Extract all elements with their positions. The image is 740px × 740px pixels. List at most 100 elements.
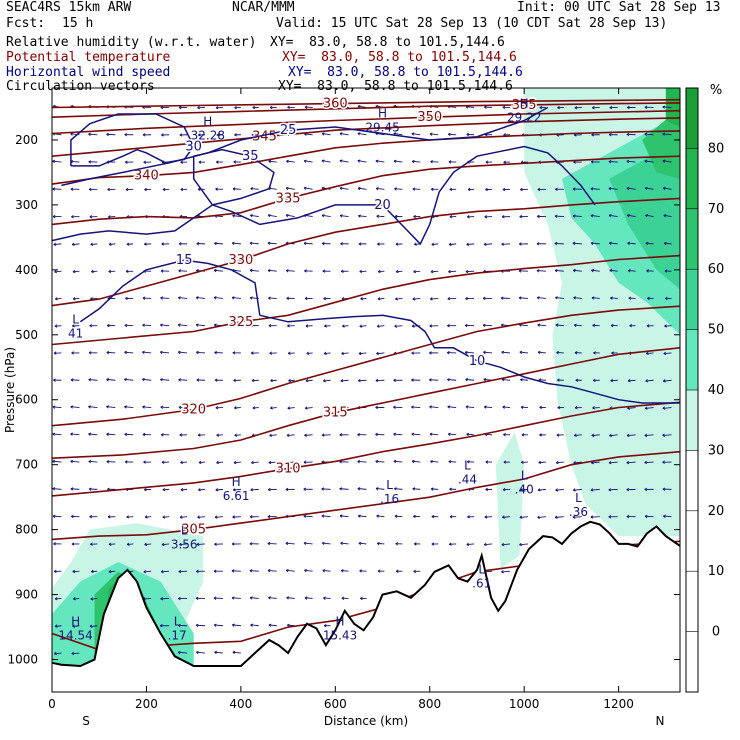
vector-head bbox=[321, 541, 325, 545]
circulation-vector bbox=[303, 515, 313, 518]
vector-head bbox=[375, 187, 379, 191]
vector-head bbox=[572, 241, 576, 246]
vector-head bbox=[501, 215, 505, 219]
vector-head bbox=[609, 433, 612, 438]
vector-head bbox=[195, 596, 199, 601]
colorbar: 0 10 20 30 40 50 60 70 80 bbox=[685, 87, 725, 693]
vector-head bbox=[430, 459, 433, 464]
circulation-vector bbox=[591, 297, 600, 299]
vector-head bbox=[393, 432, 396, 436]
vector-head bbox=[537, 214, 540, 219]
vector-head bbox=[90, 242, 94, 246]
vector-head bbox=[106, 132, 109, 137]
vector-head bbox=[252, 406, 256, 410]
circulation-vector bbox=[608, 187, 618, 190]
circulation-vector bbox=[412, 297, 421, 300]
circulation-vector bbox=[609, 242, 618, 245]
vector-head bbox=[71, 651, 75, 656]
vector-head bbox=[286, 433, 290, 437]
vector-head bbox=[664, 296, 668, 301]
vector-head bbox=[178, 242, 182, 246]
vector-head bbox=[234, 406, 237, 410]
vector-head bbox=[610, 378, 614, 383]
vector-head bbox=[72, 324, 75, 328]
vector-head bbox=[662, 406, 666, 410]
vector-head bbox=[197, 433, 201, 437]
circulation-vector bbox=[341, 352, 349, 355]
circulation-vector bbox=[536, 270, 546, 272]
colorbar-band bbox=[686, 208, 698, 270]
vector-head bbox=[267, 541, 271, 546]
circulation-vector bbox=[127, 543, 134, 545]
vector-head bbox=[303, 159, 307, 163]
circulation-vector bbox=[573, 488, 582, 491]
vector-head bbox=[394, 214, 398, 219]
circulation-vector bbox=[286, 270, 295, 272]
circulation-vector bbox=[663, 379, 672, 382]
vector-head bbox=[591, 296, 595, 300]
vector-head bbox=[106, 432, 110, 436]
vector-head bbox=[305, 379, 309, 383]
circulation-vector bbox=[270, 407, 277, 409]
vector-head bbox=[232, 323, 235, 327]
vector-head bbox=[448, 460, 452, 464]
circulation-vector bbox=[573, 461, 582, 464]
colorbar-label: 40 bbox=[708, 383, 725, 398]
vector-head bbox=[376, 351, 379, 356]
vector-head bbox=[431, 242, 435, 246]
vector-head bbox=[466, 132, 470, 137]
circulation-vector bbox=[91, 270, 98, 273]
vector-head bbox=[198, 488, 201, 492]
vector-head bbox=[198, 460, 202, 465]
circulation-vector bbox=[341, 570, 349, 572]
circulation-vector bbox=[145, 516, 152, 518]
circulation-vector bbox=[501, 543, 511, 546]
vector-head bbox=[213, 268, 217, 273]
circulation-vector bbox=[54, 652, 62, 655]
vector-head bbox=[414, 242, 417, 246]
colorbar-band bbox=[686, 390, 698, 451]
circulation-vector bbox=[357, 488, 367, 490]
colorbar-label: 50 bbox=[708, 323, 725, 338]
vector-head bbox=[411, 324, 415, 328]
vector-head bbox=[324, 324, 327, 328]
vector-head bbox=[249, 596, 253, 600]
vector-head bbox=[214, 515, 218, 519]
vector-head bbox=[249, 296, 253, 300]
vector-head bbox=[539, 405, 542, 410]
vector-head bbox=[626, 514, 630, 519]
vector-head bbox=[447, 324, 450, 328]
vector-head bbox=[160, 296, 164, 300]
circulation-vector bbox=[180, 488, 188, 491]
vector-head bbox=[357, 159, 361, 163]
vector-head bbox=[124, 432, 128, 437]
circulation-vector bbox=[627, 214, 636, 218]
circulation-vector bbox=[412, 325, 421, 327]
vector-head bbox=[287, 351, 291, 355]
extremum-letter: L bbox=[521, 468, 528, 482]
y-tick-label: 600 bbox=[15, 393, 38, 407]
vector-head bbox=[268, 623, 272, 627]
circulation-vector bbox=[322, 133, 331, 136]
vector-head bbox=[502, 187, 506, 192]
vector-head bbox=[521, 105, 524, 110]
vector-head bbox=[662, 487, 666, 491]
vector-head bbox=[662, 379, 666, 383]
circulation-vector bbox=[466, 106, 475, 108]
vector-head bbox=[177, 623, 181, 628]
vector-head bbox=[464, 350, 468, 355]
theta-contour-320 bbox=[51, 305, 681, 427]
vector-head bbox=[557, 105, 560, 110]
colorbar-label: 70 bbox=[708, 202, 725, 217]
vector-head bbox=[232, 650, 236, 655]
vector-head bbox=[394, 324, 398, 328]
vector-head bbox=[142, 323, 145, 327]
vector-head bbox=[72, 569, 76, 574]
vector-head bbox=[626, 433, 630, 438]
extremum-letter: L bbox=[72, 313, 79, 327]
y-axis-label: Pressure (hPa) bbox=[3, 347, 17, 433]
vector-head bbox=[377, 297, 381, 301]
circulation-vector bbox=[377, 325, 385, 327]
wind-label: 10 bbox=[469, 354, 486, 369]
circulation-vector bbox=[519, 297, 528, 299]
